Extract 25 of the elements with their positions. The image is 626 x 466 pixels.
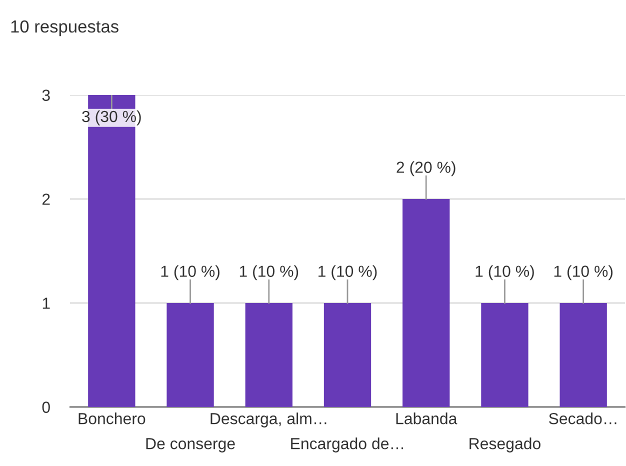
data-label: 1 (10 %) [476, 265, 534, 280]
y-tick-label: 1 [42, 298, 50, 309]
x-tick-label: Descarga, alm… [210, 412, 326, 428]
x-tick-label: Secado… [548, 412, 616, 424]
bar [324, 303, 372, 407]
chart-title: 10 respuestas [11, 20, 118, 36]
bar [560, 303, 607, 407]
x-tick-label: Resegado [470, 438, 540, 452]
x-tick-label: Encargado de… [291, 438, 404, 452]
x-tick-label: De conserge [146, 438, 235, 452]
bar [245, 303, 292, 407]
x-tick-label: Bonchero [78, 412, 146, 424]
data-label: 1 (10 %) [318, 265, 377, 280]
bar [481, 303, 528, 407]
y-tick-label: 0 [42, 402, 50, 413]
data-label: 3 (30 %) [82, 110, 141, 126]
data-label: 1 (10 %) [161, 265, 220, 280]
bar [166, 303, 214, 407]
data-label: 2 (20 %) [396, 161, 456, 176]
bar [402, 199, 450, 407]
y-tick-label: 2 [42, 194, 50, 205]
y-tick-label: 3 [42, 90, 50, 101]
data-label: 1 (10 %) [554, 265, 613, 280]
data-label: 1 (10 %) [240, 265, 298, 280]
x-tick-label: Labanda [396, 412, 458, 424]
